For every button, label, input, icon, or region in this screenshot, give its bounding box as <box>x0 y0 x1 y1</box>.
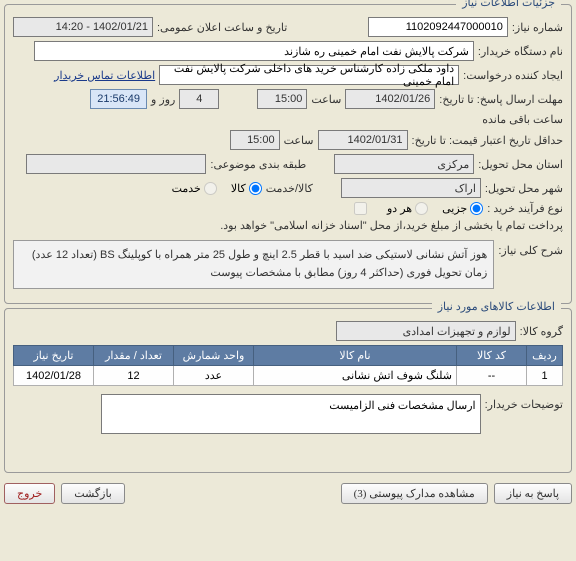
days-value: 4 <box>179 89 219 109</box>
th-date: تاریخ نیاز <box>14 346 94 366</box>
both-radio-label: هر دو <box>387 202 412 215</box>
goods-panel: اطلاعات کالاهای مورد نیاز گروه کالا: لوا… <box>4 308 572 473</box>
remain-time: 21:56:49 <box>90 89 147 109</box>
requester-label: ایجاد کننده درخواست: <box>463 69 563 82</box>
goods-group-value: لوازم و تجهیزات امدادی <box>336 321 516 341</box>
city-value: اراک <box>341 178 481 198</box>
details-panel-title: جزئیات اطلاعات نیاز <box>456 0 561 9</box>
province-label: استان محل تحویل: <box>478 158 563 171</box>
cell-qty: 12 <box>94 366 174 386</box>
details-panel: جزئیات اطلاعات نیاز شماره نیاز: 11020924… <box>4 4 572 304</box>
reply-button[interactable]: پاسخ به نیاز <box>494 483 572 504</box>
min-valid-time: 15:00 <box>230 130 280 150</box>
summary-text: هوز آتش نشانی لاستیکی ضد اسید با قطر 2.5… <box>13 240 494 289</box>
micro-radio-input[interactable] <box>470 202 483 215</box>
reply-deadline-time: 15:00 <box>257 89 307 109</box>
buyer-notes-label: توضیحات خریدار: <box>485 398 563 411</box>
announce-label: تاریخ و ساعت اعلان عمومی: <box>157 21 287 34</box>
min-valid-time-label: ساعت <box>284 134 314 147</box>
table-row[interactable]: 1 -- شلنگ شوف اتش نشانی عدد 12 1402/01/2… <box>14 366 563 386</box>
category-label: طبقه بندی موضوعی: <box>210 158 306 171</box>
cell-name: شلنگ شوف اتش نشانی <box>254 366 457 386</box>
cell-date: 1402/01/28 <box>14 366 94 386</box>
service-radio[interactable]: خدمت <box>172 182 217 195</box>
goods-group-label: گروه کالا: <box>520 325 563 338</box>
cell-row: 1 <box>527 366 563 386</box>
cell-code: -- <box>457 366 527 386</box>
goods-service-label: کالا/خدمت <box>266 182 313 195</box>
button-row: پاسخ به نیاز مشاهده مدارک پیوستی (3) باز… <box>0 477 576 510</box>
announce-value: 1402/01/21 - 14:20 <box>13 17 153 37</box>
reply-deadline-date: 1402/01/26 <box>345 89 435 109</box>
goods-radio-input[interactable] <box>249 182 262 195</box>
back-button[interactable]: بازگشت <box>61 483 125 504</box>
days-suffix: روز و <box>151 93 175 106</box>
exit-button[interactable]: خروج <box>4 483 55 504</box>
micro-radio-label: جزیی <box>442 202 467 215</box>
need-no-value: 1102092447000010 <box>368 17 508 37</box>
th-qty: تعداد / مقدار <box>94 346 174 366</box>
micro-radio[interactable]: جزیی <box>442 202 483 215</box>
buyer-notes-textarea[interactable] <box>101 394 481 434</box>
both-radio[interactable]: هر دو <box>387 202 428 215</box>
need-no-label: شماره نیاز: <box>512 21 563 34</box>
buy-process-label: نوع فرآیند خرید : <box>487 202 563 215</box>
both-radio-input[interactable] <box>415 202 428 215</box>
th-unit: واحد شمارش <box>174 346 254 366</box>
goods-panel-title: اطلاعات کالاهای مورد نیاز <box>432 300 561 313</box>
remain-suffix: ساعت باقی مانده <box>482 113 563 126</box>
th-code: کد کالا <box>457 346 527 366</box>
buy-process-note: پرداخت تمام یا بخشی از مبلغ خرید،از محل … <box>220 219 563 232</box>
requester-value: داود ملکی زاده کارشناس خرید های داخلی شر… <box>159 65 459 85</box>
province-value: مرکزی <box>334 154 474 174</box>
service-radio-input[interactable] <box>204 182 217 195</box>
min-valid-date: 1402/01/31 <box>318 130 408 150</box>
category-value <box>26 154 206 174</box>
treasury-checkbox[interactable] <box>354 202 367 215</box>
th-row: ردیف <box>527 346 563 366</box>
attachments-button[interactable]: مشاهده مدارک پیوستی (3) <box>341 483 488 504</box>
cell-unit: عدد <box>174 366 254 386</box>
min-valid-label: حداقل تاریخ اعتبار قیمت: تا تاریخ: <box>412 134 563 147</box>
buyer-name-value: شرکت پالایش نفت امام خمینی ره شازند <box>34 41 474 61</box>
city-label: شهر محل تحویل: <box>485 182 563 195</box>
contact-link[interactable]: اطلاعات تماس خریدار <box>54 69 155 82</box>
buyer-name-label: نام دستگاه خریدار: <box>478 45 563 58</box>
reply-deadline-label: مهلت ارسال پاسخ: تا تاریخ: <box>439 93 563 106</box>
summary-label: شرح کلی نیاز: <box>498 244 563 257</box>
goods-table: ردیف کد کالا نام کالا واحد شمارش تعداد /… <box>13 345 563 386</box>
goods-radio[interactable]: کالا <box>231 182 262 195</box>
service-radio-label: خدمت <box>172 182 201 195</box>
th-name: نام کالا <box>254 346 457 366</box>
reply-deadline-time-label: ساعت <box>311 93 341 106</box>
goods-radio-label: کالا <box>231 182 246 195</box>
